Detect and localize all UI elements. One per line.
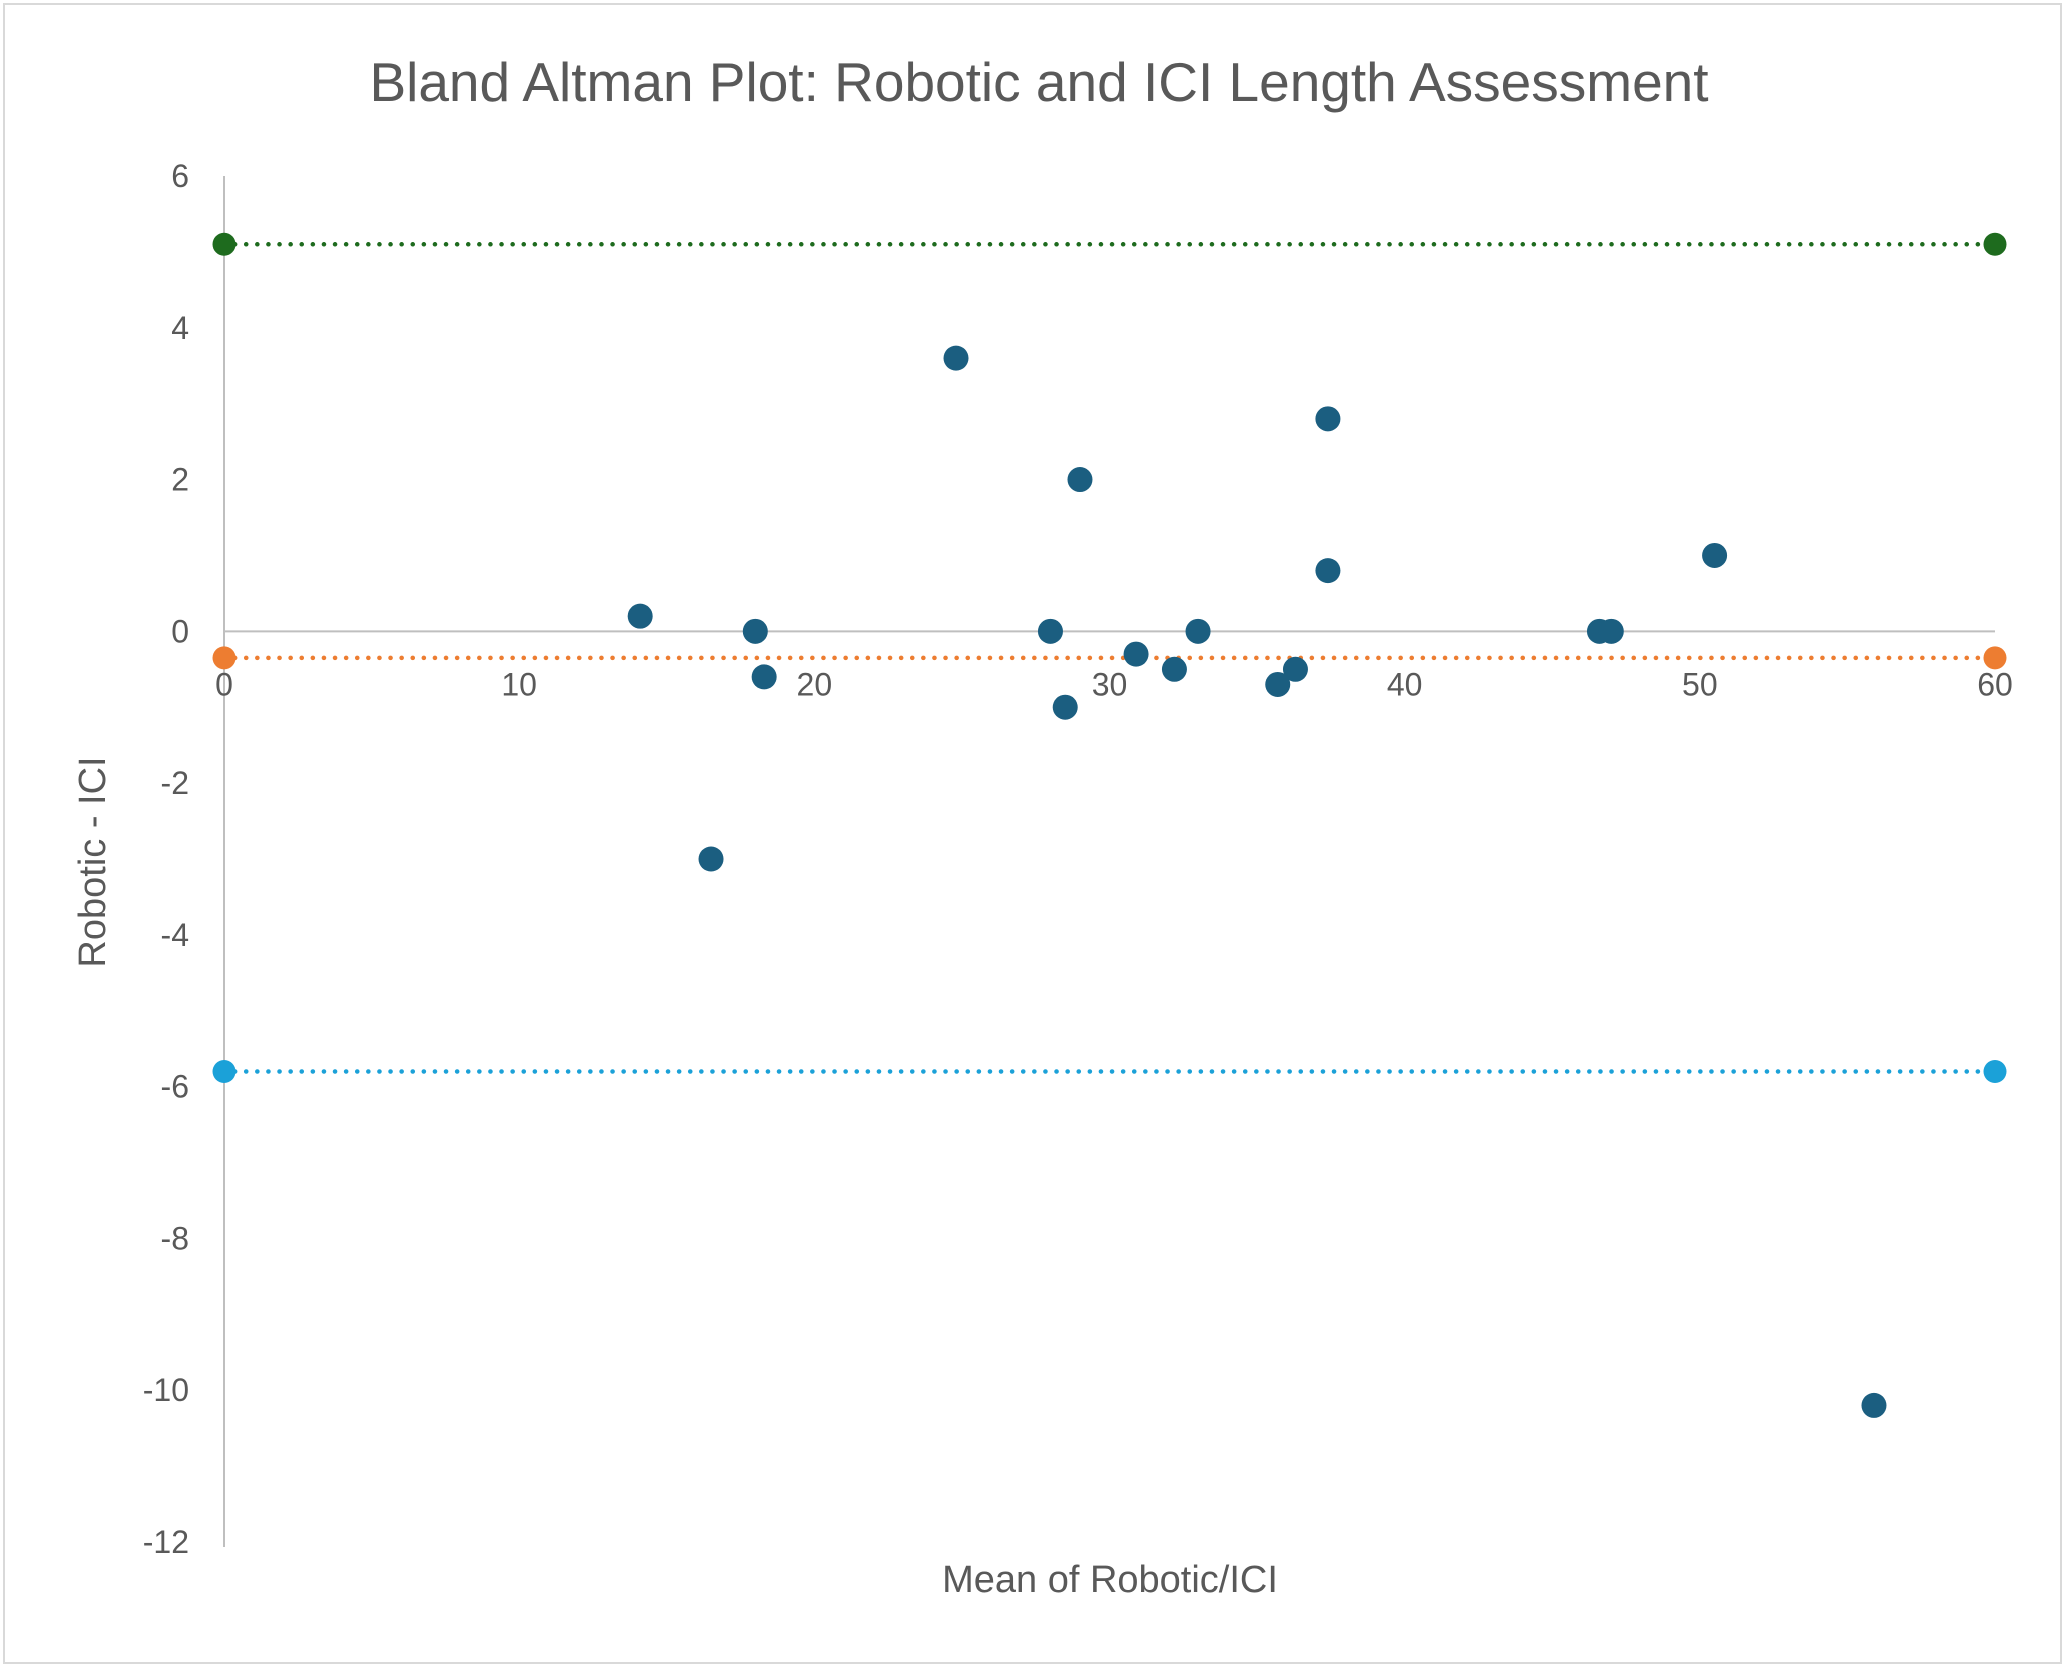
x-axis-title: Mean of Robotic/ICI bbox=[942, 1559, 1278, 1601]
x-tick-label: 0 bbox=[215, 666, 233, 702]
reference-line-marker bbox=[212, 232, 236, 256]
chart-svg: Bland Altman Plot: Robotic and ICI Lengt… bbox=[72, 51, 2013, 1601]
y-axis-title: Robotic - ICI bbox=[72, 756, 114, 967]
chart-frame: Bland Altman Plot: Robotic and ICI Lengt… bbox=[3, 3, 2062, 1664]
data-point bbox=[1861, 1392, 1887, 1418]
data-point bbox=[1315, 406, 1341, 432]
y-tick-label: -2 bbox=[161, 765, 189, 801]
data-point bbox=[1052, 694, 1078, 720]
y-tick-label: -10 bbox=[143, 1372, 189, 1408]
data-point bbox=[1185, 618, 1211, 644]
data-point bbox=[627, 603, 653, 629]
reference-line-marker bbox=[212, 646, 236, 670]
data-point bbox=[1037, 618, 1063, 644]
y-tick-label: -4 bbox=[161, 917, 189, 953]
data-point bbox=[742, 618, 768, 644]
data-point bbox=[751, 664, 777, 690]
chart-title: Bland Altman Plot: Robotic and ICI Lengt… bbox=[369, 51, 1708, 113]
data-point bbox=[1315, 558, 1341, 584]
x-tick-label: 30 bbox=[1092, 666, 1128, 702]
x-tick-label: 40 bbox=[1387, 666, 1423, 702]
data-point bbox=[1282, 656, 1308, 682]
x-tick-label: 10 bbox=[501, 666, 537, 702]
points-layer bbox=[212, 232, 2007, 1418]
reference-line-marker bbox=[1983, 646, 2007, 670]
y-tick-label: 4 bbox=[171, 310, 189, 346]
data-point bbox=[698, 846, 724, 872]
y-tick-label: -12 bbox=[143, 1524, 189, 1560]
y-tick-label: 6 bbox=[171, 158, 189, 194]
data-point bbox=[1123, 641, 1149, 667]
axes-layer bbox=[223, 176, 1995, 1547]
reference-line-marker bbox=[212, 1059, 236, 1083]
y-tick-label: 2 bbox=[171, 462, 189, 498]
data-point bbox=[1161, 656, 1187, 682]
x-tick-label: 20 bbox=[797, 666, 833, 702]
x-tick-label: 60 bbox=[1977, 666, 2013, 702]
reference-line-marker bbox=[1983, 232, 2007, 256]
y-tick-label: 0 bbox=[171, 613, 189, 649]
y-tick-label: -8 bbox=[161, 1220, 189, 1256]
data-point bbox=[1265, 671, 1291, 697]
data-point bbox=[943, 345, 969, 371]
reference-line-marker bbox=[1983, 1059, 2007, 1083]
data-point bbox=[1598, 618, 1624, 644]
data-point bbox=[1702, 542, 1728, 568]
y-tick-label: -6 bbox=[161, 1069, 189, 1105]
data-point bbox=[1067, 467, 1093, 493]
x-tick-label: 50 bbox=[1682, 666, 1718, 702]
lines-layer bbox=[221, 242, 1998, 1074]
